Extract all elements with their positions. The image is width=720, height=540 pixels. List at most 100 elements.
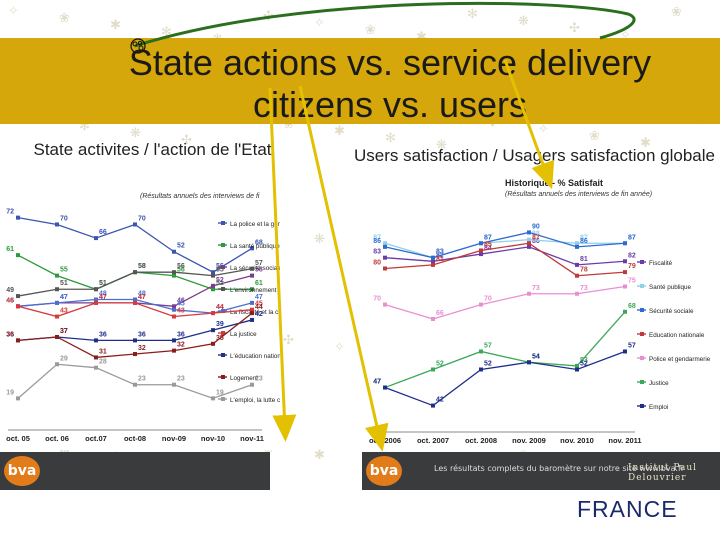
x-tick-label: nov-11 bbox=[240, 434, 264, 443]
legend-label: La justice bbox=[230, 331, 257, 338]
data-label: 56 bbox=[177, 267, 185, 274]
data-label: 45 bbox=[255, 301, 263, 308]
data-label: 86 bbox=[373, 238, 381, 245]
data-label: 61 bbox=[6, 246, 14, 253]
data-point bbox=[479, 367, 483, 372]
bva-institute-text: Institut Paul Delouvrier bbox=[628, 463, 698, 483]
data-label: 58 bbox=[138, 263, 146, 270]
legend-label: La santé publique bbox=[230, 243, 280, 250]
data-label: 46 bbox=[6, 297, 14, 304]
pattern-glyph: ✧ bbox=[538, 122, 549, 137]
pattern-glyph: ✱ bbox=[416, 30, 427, 45]
data-label: 51 bbox=[99, 280, 107, 287]
data-label: 87 bbox=[532, 234, 540, 241]
data-point bbox=[172, 348, 176, 353]
data-point bbox=[133, 338, 137, 343]
data-label: 37 bbox=[60, 328, 68, 335]
legend-marker bbox=[221, 375, 225, 379]
data-label: 83 bbox=[436, 249, 444, 256]
data-label: 35 bbox=[216, 335, 224, 342]
data-point bbox=[623, 284, 627, 289]
data-label: 68 bbox=[628, 303, 636, 310]
data-label: 47 bbox=[373, 379, 381, 386]
data-label: 47 bbox=[99, 294, 107, 301]
data-point bbox=[172, 314, 176, 319]
country-label: FRANCE bbox=[577, 496, 678, 522]
left-bva-footer: bva bbox=[0, 452, 270, 490]
data-point bbox=[250, 317, 254, 322]
data-point bbox=[479, 252, 483, 257]
data-label: 47 bbox=[138, 294, 146, 301]
data-point bbox=[527, 291, 531, 296]
data-point bbox=[479, 248, 483, 253]
data-point bbox=[383, 241, 387, 246]
data-label: 55 bbox=[216, 267, 224, 274]
data-point bbox=[211, 341, 215, 346]
data-point bbox=[211, 273, 215, 278]
data-point bbox=[133, 382, 137, 387]
data-point bbox=[133, 270, 137, 275]
x-tick-label: oct. 05 bbox=[6, 434, 30, 443]
data-point bbox=[575, 273, 579, 278]
data-point bbox=[94, 300, 98, 305]
right-bva-footer: bva Les résultats complets du baromètre … bbox=[362, 452, 720, 490]
chart-subtitle: (Résultats annuels des interviews de fin… bbox=[505, 191, 652, 198]
data-point bbox=[575, 241, 579, 246]
data-point bbox=[623, 259, 627, 264]
data-point bbox=[55, 273, 59, 278]
legend-label: Logement bbox=[230, 375, 258, 382]
series-line bbox=[384, 285, 626, 320]
data-point bbox=[211, 283, 215, 288]
pattern-glyph: ✱ bbox=[314, 448, 325, 463]
arrow-to-right-chart bbox=[298, 85, 389, 452]
legend-marker bbox=[640, 356, 644, 360]
data-point bbox=[575, 367, 579, 372]
pattern-glyph: ❋ bbox=[518, 14, 529, 29]
data-point bbox=[211, 311, 215, 316]
data-label: 42 bbox=[255, 311, 263, 318]
legend-marker bbox=[221, 265, 225, 269]
data-label: 39 bbox=[216, 321, 224, 328]
data-label: 66 bbox=[99, 229, 107, 236]
data-point bbox=[55, 300, 59, 305]
data-label: 23 bbox=[177, 376, 185, 383]
pattern-glyph: ✻ bbox=[161, 25, 172, 40]
bva-logo-right: bva bbox=[366, 456, 402, 486]
data-label: 23 bbox=[138, 376, 146, 383]
data-label: 32 bbox=[177, 342, 185, 349]
data-point bbox=[16, 396, 20, 401]
pattern-glyph: ✻ bbox=[467, 7, 478, 22]
data-point bbox=[479, 302, 483, 307]
data-label: 52 bbox=[436, 361, 444, 368]
slide-title: State actions vs. service delivery citiz… bbox=[60, 42, 720, 126]
series-line bbox=[384, 311, 626, 389]
legend-label: Emploi bbox=[649, 404, 668, 411]
subtitle-right: Users satisfaction / Usagers satisfactio… bbox=[354, 146, 715, 165]
subtitle-left: State activites / l'action de l'Etat bbox=[33, 140, 272, 159]
data-point bbox=[431, 255, 435, 260]
data-label: 55 bbox=[60, 267, 68, 274]
data-point bbox=[16, 253, 20, 258]
data-point bbox=[575, 291, 579, 296]
data-label: 43 bbox=[177, 308, 185, 315]
legend-label: Santé publique bbox=[649, 284, 692, 291]
pattern-glyph: ✧ bbox=[334, 340, 345, 355]
data-label: 87 bbox=[373, 234, 381, 241]
series-line bbox=[384, 231, 626, 259]
legend-label: L'emploi, la lutte contre le chômage bbox=[230, 397, 280, 404]
data-point bbox=[94, 236, 98, 241]
data-point bbox=[55, 314, 59, 319]
x-tick-label: nov-10 bbox=[201, 434, 225, 443]
data-point bbox=[250, 382, 254, 387]
data-label: 32 bbox=[138, 345, 146, 352]
data-point bbox=[172, 249, 176, 254]
data-label: 70 bbox=[138, 215, 146, 222]
data-label: 52 bbox=[580, 361, 588, 368]
data-label: 73 bbox=[580, 285, 588, 292]
data-label: 86 bbox=[532, 238, 540, 245]
data-point bbox=[575, 244, 579, 249]
data-label: 52 bbox=[484, 361, 492, 368]
data-point bbox=[250, 300, 254, 305]
legend-marker bbox=[221, 309, 225, 313]
